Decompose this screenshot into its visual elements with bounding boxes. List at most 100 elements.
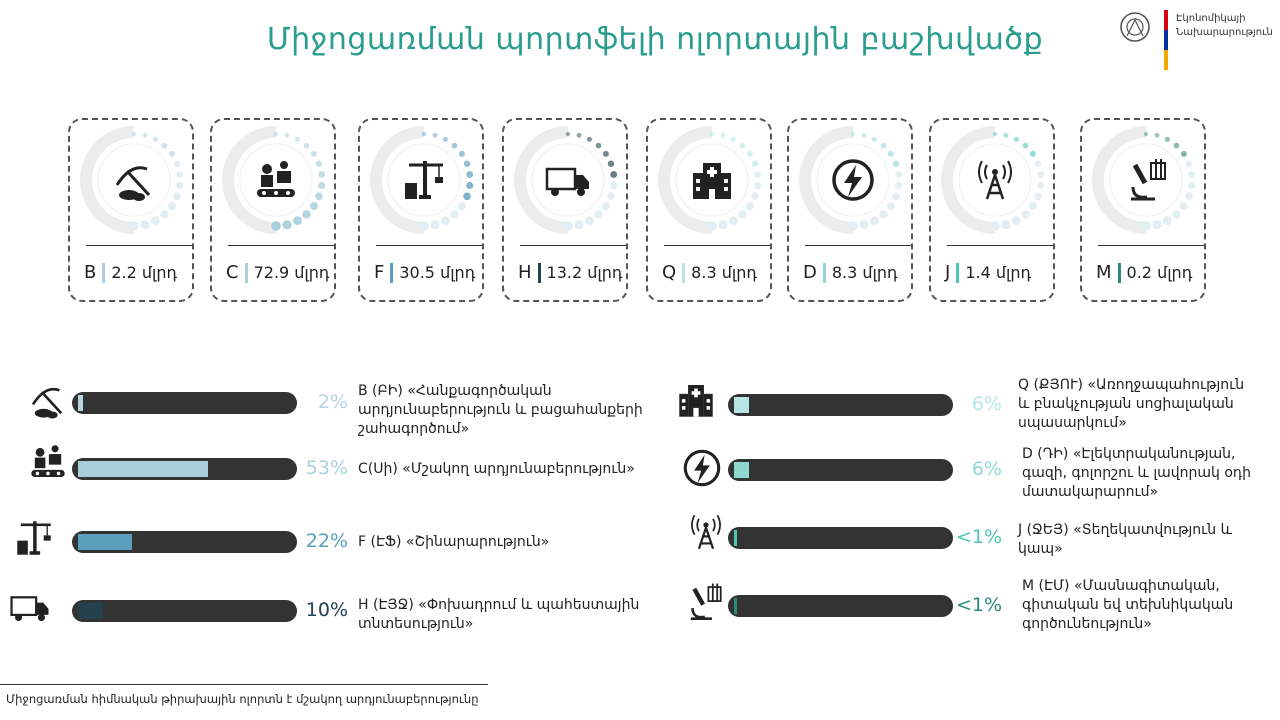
gauge-dot bbox=[176, 171, 184, 178]
ministry-logo: Էկոնոմիկայի Նախարարություն bbox=[1118, 8, 1278, 74]
gauge-dot bbox=[1172, 210, 1181, 219]
sector-description-line: F (ԷՖ) «Շինարարություն» bbox=[358, 534, 550, 550]
gauge-dot bbox=[880, 142, 887, 149]
gauge-dot bbox=[887, 150, 894, 157]
bar-track bbox=[72, 458, 297, 480]
gauge-dot bbox=[273, 131, 279, 137]
bar-percent: 6% bbox=[971, 458, 1002, 480]
gauge-ring bbox=[222, 126, 326, 234]
gauge-dot bbox=[466, 181, 474, 190]
sector-description-line: M (ԷՄ) «Մասնագիտական, bbox=[1022, 578, 1220, 594]
sector-description-line: գործունեություն» bbox=[1022, 616, 1152, 632]
gauge-dot bbox=[1028, 202, 1037, 211]
gauge-dot bbox=[441, 216, 450, 226]
sector-code: B bbox=[84, 262, 97, 283]
gauge-dot bbox=[892, 192, 900, 201]
sector-card-f: F 30.5 մլրդ bbox=[358, 118, 484, 302]
bar-track bbox=[728, 595, 953, 617]
gauge-dot bbox=[610, 181, 618, 190]
gauge-dot bbox=[161, 142, 168, 149]
gauge-dot bbox=[601, 202, 610, 211]
lightning-icon bbox=[683, 449, 721, 487]
flag-stripe bbox=[1164, 10, 1168, 70]
gauge-dot bbox=[1179, 202, 1188, 211]
sector-amount: 72.9 մլրդ bbox=[253, 263, 330, 282]
gauge-ring bbox=[370, 126, 474, 234]
gauge-dot bbox=[895, 181, 903, 190]
gauge-dot bbox=[585, 216, 594, 226]
gauge-dot bbox=[1037, 171, 1045, 178]
page-title: Միջոցառման պորտֆելի ոլորտային բաշխվածք bbox=[266, 22, 1044, 57]
sector-description-line: արդյունաբերություն և բացահանքերի bbox=[358, 402, 643, 418]
sector-card-c: C 72.9 մլրդ bbox=[210, 118, 336, 302]
gauge-dot bbox=[709, 131, 715, 137]
ministry-name-line1: Էկոնոմիկայի bbox=[1176, 13, 1246, 24]
sector-amount: 8.3 մլրդ bbox=[831, 263, 898, 282]
value-marker bbox=[102, 262, 106, 283]
gauge-dot bbox=[140, 220, 150, 230]
value-marker bbox=[537, 262, 541, 283]
value-marker bbox=[244, 262, 248, 283]
sector-amount: 13.2 մլրդ bbox=[546, 263, 623, 282]
gauge-dot bbox=[1141, 221, 1151, 231]
card-values: F 30.5 մլրդ bbox=[374, 262, 475, 283]
gauge-dot bbox=[1022, 142, 1029, 149]
sector-description: D (ԴԻ) «Էլեկտրականության, գազի, գոլորշու … bbox=[1022, 445, 1251, 502]
gauge-dot bbox=[751, 160, 759, 167]
card-divider bbox=[86, 245, 192, 246]
sector-description-line: Q (ՔՅՈՒ) «Առողջապահություն bbox=[1018, 377, 1245, 393]
bar-percent: 2% bbox=[317, 391, 348, 413]
gauge-dot bbox=[754, 181, 762, 190]
gauge-track bbox=[658, 126, 713, 234]
gauge-track bbox=[370, 126, 425, 234]
gauge-dot bbox=[720, 132, 726, 138]
bar-fill bbox=[78, 603, 103, 619]
bar-fill bbox=[734, 397, 749, 413]
gauge-dot bbox=[160, 210, 169, 219]
card-divider bbox=[520, 245, 626, 246]
bar-percent: 6% bbox=[971, 393, 1002, 415]
bar-track bbox=[72, 392, 297, 414]
flag-red bbox=[1164, 10, 1168, 30]
gauge-dot bbox=[879, 210, 888, 219]
card-values: Q 8.3 մլրդ bbox=[662, 262, 757, 283]
gauge-dot bbox=[707, 221, 717, 231]
card-values: B 2.2 մլրդ bbox=[84, 262, 177, 283]
construction-icon bbox=[17, 521, 51, 555]
bar-track bbox=[72, 531, 297, 553]
ministry-name-line2: Նախարարություն bbox=[1176, 27, 1273, 38]
bar-fill bbox=[734, 462, 749, 478]
sector-description-line: կապ» bbox=[1018, 541, 1063, 557]
gauge-dot bbox=[602, 150, 609, 157]
gauge-dot bbox=[142, 132, 148, 138]
sector-description: Q (ՔՅՈՒ) «Առողջապահություն և բնակչության … bbox=[1018, 376, 1244, 433]
card-divider bbox=[1098, 245, 1204, 246]
gauge-dot bbox=[1185, 192, 1193, 201]
gauge-track bbox=[222, 126, 277, 234]
gauge-ring bbox=[80, 126, 184, 234]
sector-card-m: M 0.2 մլրդ bbox=[1080, 118, 1206, 302]
gauge-dot bbox=[430, 220, 440, 230]
bar-fill bbox=[734, 598, 737, 614]
ministry-name: Էկոնոմիկայի Նախարարություն bbox=[1176, 12, 1273, 40]
sector-description-line: սպասարկում» bbox=[1018, 415, 1127, 431]
gauge-dot bbox=[739, 142, 746, 149]
sector-description: C(Սի) «Մշակող արդյունաբերություն» bbox=[358, 460, 635, 479]
sector-description-line: գազի, գոլորշու և լավորակ օդի bbox=[1022, 465, 1252, 481]
value-marker bbox=[390, 262, 394, 283]
gauge-dot bbox=[1154, 132, 1160, 138]
gauge-dot bbox=[576, 132, 582, 138]
antenna-icon bbox=[978, 160, 1012, 200]
gauge-dot bbox=[610, 171, 618, 178]
hospital-icon bbox=[679, 385, 713, 417]
sector-code: C bbox=[226, 262, 239, 283]
sector-amount: 0.2 մլրդ bbox=[1126, 263, 1193, 282]
truck-icon bbox=[545, 167, 589, 196]
factory-worker-icon bbox=[31, 445, 65, 477]
footer-note: Միջոցառման հիմնական թիրախային ոլորտն է մ… bbox=[6, 692, 479, 706]
sector-description-line: B (ԲԻ) «Հանքագործական bbox=[358, 383, 552, 399]
gauge-dot bbox=[463, 192, 471, 201]
gauge-dot bbox=[131, 131, 137, 137]
bar-percent: 10% bbox=[305, 599, 348, 621]
sector-description-line: H (ԷՅՋ) «Փոխադրում և պահեստային bbox=[358, 597, 640, 613]
